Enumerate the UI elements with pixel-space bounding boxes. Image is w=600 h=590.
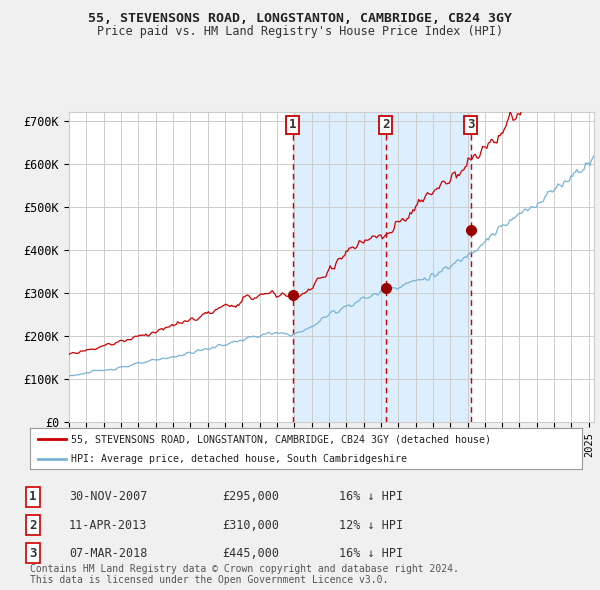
- Text: 2: 2: [382, 118, 389, 132]
- Text: 1: 1: [29, 490, 37, 503]
- Text: 55, STEVENSONS ROAD, LONGSTANTON, CAMBRIDGE, CB24 3GY (detached house): 55, STEVENSONS ROAD, LONGSTANTON, CAMBRI…: [71, 434, 491, 444]
- Text: £445,000: £445,000: [222, 547, 279, 560]
- Text: 3: 3: [467, 118, 475, 132]
- Bar: [293, 112, 470, 422]
- Text: £310,000: £310,000: [222, 519, 279, 532]
- Text: 1: 1: [289, 118, 296, 132]
- Text: HPI: Average price, detached house, South Cambridgeshire: HPI: Average price, detached house, Sout…: [71, 454, 407, 464]
- Text: £295,000: £295,000: [222, 490, 279, 503]
- Text: 07-MAR-2018: 07-MAR-2018: [69, 547, 148, 560]
- Text: 16% ↓ HPI: 16% ↓ HPI: [339, 490, 403, 503]
- Text: 3: 3: [29, 547, 37, 560]
- Text: 2: 2: [29, 519, 37, 532]
- Text: 55, STEVENSONS ROAD, LONGSTANTON, CAMBRIDGE, CB24 3GY: 55, STEVENSONS ROAD, LONGSTANTON, CAMBRI…: [88, 12, 512, 25]
- Text: 11-APR-2013: 11-APR-2013: [69, 519, 148, 532]
- Text: 30-NOV-2007: 30-NOV-2007: [69, 490, 148, 503]
- Text: Contains HM Land Registry data © Crown copyright and database right 2024.
This d: Contains HM Land Registry data © Crown c…: [30, 563, 459, 585]
- Text: Price paid vs. HM Land Registry's House Price Index (HPI): Price paid vs. HM Land Registry's House …: [97, 25, 503, 38]
- Text: 16% ↓ HPI: 16% ↓ HPI: [339, 547, 403, 560]
- Text: 12% ↓ HPI: 12% ↓ HPI: [339, 519, 403, 532]
